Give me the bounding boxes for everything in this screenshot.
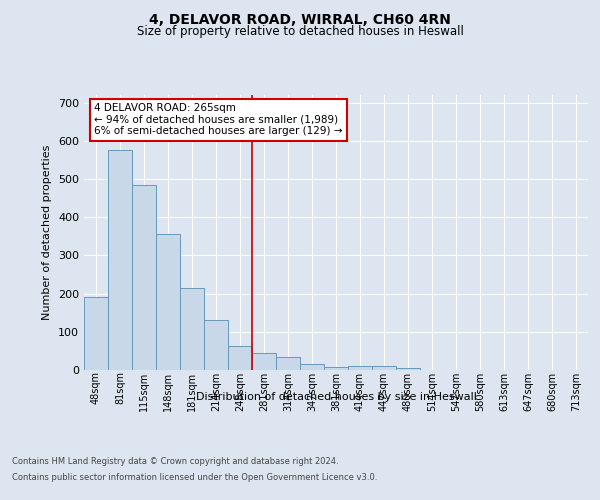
Text: Size of property relative to detached houses in Heswall: Size of property relative to detached ho…	[137, 25, 463, 38]
Bar	[204, 320, 228, 370]
Bar	[228, 346, 252, 370]
Bar	[84, 296, 108, 370]
Y-axis label: Number of detached properties: Number of detached properties	[43, 145, 52, 320]
Bar	[180, 288, 204, 370]
Bar	[300, 364, 324, 370]
Bar	[348, 366, 372, 370]
Text: Distribution of detached houses by size in Heswall: Distribution of detached houses by size …	[196, 392, 476, 402]
Text: Contains HM Land Registry data © Crown copyright and database right 2024.: Contains HM Land Registry data © Crown c…	[12, 458, 338, 466]
Bar	[132, 185, 156, 370]
Bar	[372, 366, 396, 370]
Bar	[108, 150, 132, 370]
Bar	[252, 353, 276, 370]
Text: 4 DELAVOR ROAD: 265sqm
← 94% of detached houses are smaller (1,989)
6% of semi-d: 4 DELAVOR ROAD: 265sqm ← 94% of detached…	[94, 104, 343, 136]
Text: Contains public sector information licensed under the Open Government Licence v3: Contains public sector information licen…	[12, 472, 377, 482]
Bar	[324, 367, 348, 370]
Text: 4, DELAVOR ROAD, WIRRAL, CH60 4RN: 4, DELAVOR ROAD, WIRRAL, CH60 4RN	[149, 12, 451, 26]
Bar	[396, 368, 420, 370]
Bar	[156, 234, 180, 370]
Bar	[276, 358, 300, 370]
